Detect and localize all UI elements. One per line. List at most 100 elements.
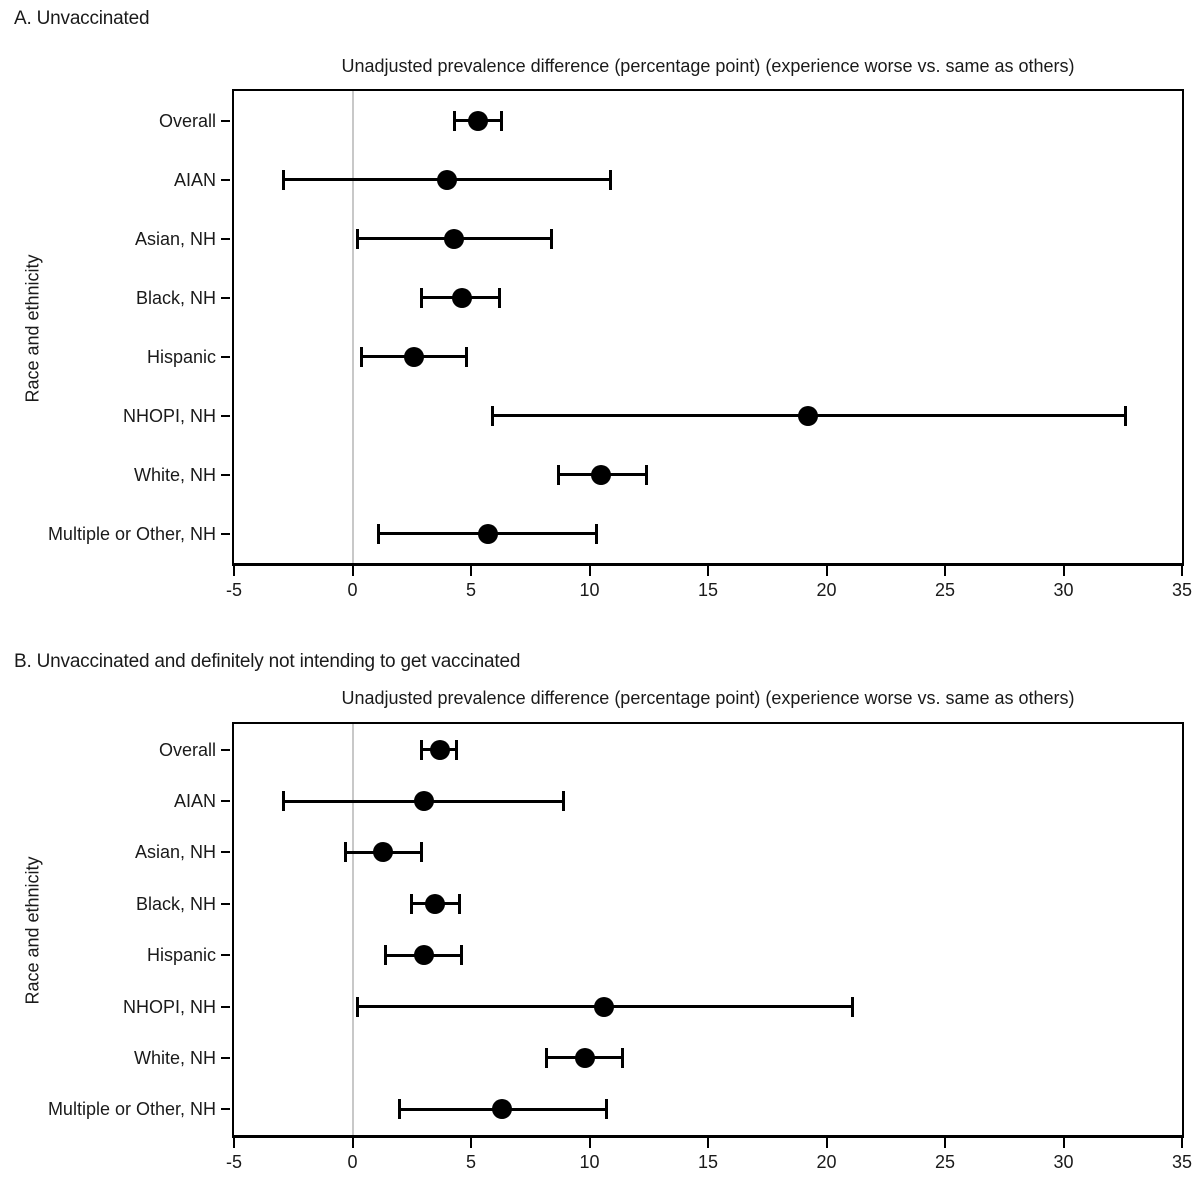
row-label: Hispanic	[146, 346, 216, 367]
x-axis-tick-label: 0	[347, 1152, 358, 1172]
y-axis-tick	[221, 414, 230, 417]
x-axis-tick-label: 10	[579, 1152, 600, 1172]
ci-cap-left	[490, 405, 494, 426]
y-axis-tick	[221, 1056, 230, 1059]
ci-cap-right	[457, 893, 461, 914]
row-label: Asian, NH	[134, 228, 216, 249]
x-axis-tick	[588, 566, 591, 576]
ci-cap-right	[561, 791, 565, 812]
y-axis-tick	[221, 532, 230, 535]
point-estimate	[430, 739, 451, 760]
ci-cap-left	[360, 346, 364, 367]
y-axis-tick	[221, 1108, 230, 1111]
ci-cap-right	[851, 996, 855, 1017]
x-axis-tick-label: 30	[1053, 580, 1074, 600]
zero-reference-line	[351, 724, 354, 1135]
row-label: Black, NH	[135, 287, 216, 308]
ci-cap-left	[452, 110, 456, 131]
ci-cap-left	[545, 1047, 549, 1068]
x-axis-tick	[470, 1138, 472, 1148]
x-axis-tick-label: 35	[1171, 1152, 1193, 1172]
ci-cap-right	[644, 464, 648, 485]
x-axis-tick-label: 5	[465, 1152, 476, 1172]
point-estimate	[444, 228, 465, 249]
point-estimate	[593, 996, 614, 1017]
point-estimate	[437, 169, 458, 190]
row-label: White, NH	[133, 464, 216, 485]
panel-b-chart-title: Unadjusted prevalence difference (percen…	[341, 688, 1075, 708]
x-axis-tick	[1062, 566, 1065, 576]
point-estimate	[591, 464, 612, 485]
point-estimate	[491, 1099, 512, 1120]
point-estimate	[468, 110, 489, 131]
y-axis-tick	[221, 1005, 230, 1008]
ci-cap-left	[384, 945, 388, 966]
row-label: Black, NH	[135, 893, 216, 914]
y-axis-tick	[221, 355, 230, 358]
y-axis-tick	[221, 902, 230, 905]
x-axis-tick	[1181, 566, 1183, 576]
ci-cap-right	[497, 287, 501, 308]
x-axis-tick	[588, 1138, 591, 1148]
zero-reference-line	[351, 91, 354, 563]
x-axis-tick-label: 15	[697, 1152, 719, 1172]
x-axis-tick	[707, 566, 709, 576]
x-axis-tick-label: 5	[465, 580, 476, 600]
y-axis-tick	[221, 748, 230, 751]
x-axis-tick-label: 0	[347, 580, 358, 600]
row-label: NHOPI, NH	[122, 405, 216, 426]
ci-cap-right	[455, 739, 459, 760]
x-axis-tick-label: 20	[816, 1152, 837, 1172]
x-axis-tick	[944, 566, 946, 576]
ci-cap-left	[410, 893, 414, 914]
panel-b-plot-area	[232, 722, 1184, 1138]
ci-cap-left	[355, 996, 359, 1017]
ci-cap-right	[419, 842, 423, 863]
ci-cap-right	[1123, 405, 1127, 426]
ci-cap-right	[609, 169, 613, 190]
x-axis-tick	[233, 1138, 235, 1148]
row-label: Multiple or Other, NH	[47, 523, 216, 544]
y-axis-tick	[221, 296, 230, 299]
row-label: NHOPI, NH	[122, 996, 216, 1017]
point-estimate	[373, 842, 394, 863]
y-axis-tick	[221, 800, 230, 803]
x-axis-tick	[1062, 1138, 1065, 1148]
x-axis-tick-label: 25	[934, 580, 956, 600]
point-estimate	[404, 346, 425, 367]
panel-a-chart-title: Unadjusted prevalence difference (percen…	[341, 56, 1075, 76]
ci-cap-left	[377, 523, 381, 544]
ci-cap-left	[557, 464, 561, 485]
x-axis-tick	[470, 566, 472, 576]
y-axis-tick	[221, 178, 230, 181]
x-axis-tick	[825, 1138, 828, 1148]
ci-cap-right	[500, 110, 504, 131]
panel-a-heading: A. Unvaccinated	[14, 8, 150, 29]
ci-cap-right	[464, 346, 468, 367]
x-axis-tick	[351, 566, 354, 576]
x-axis-tick	[944, 1138, 946, 1148]
ci-cap-left	[398, 1099, 402, 1120]
ci-cap-left	[419, 739, 423, 760]
y-axis-tick	[221, 851, 230, 854]
ci-cap-left	[282, 791, 286, 812]
x-axis-tick-label: 15	[697, 580, 719, 600]
x-axis-tick	[1181, 1138, 1183, 1148]
y-axis-tick	[221, 119, 230, 122]
ci-cap-right	[604, 1099, 608, 1120]
x-axis-tick-label: 30	[1053, 1152, 1074, 1172]
row-label: Hispanic	[146, 945, 216, 966]
ci-cap-right	[460, 945, 464, 966]
ci-cap-left	[419, 287, 423, 308]
ci-cap-right	[595, 523, 599, 544]
ci-cap-left	[343, 842, 347, 863]
ci-cap-right	[621, 1047, 625, 1068]
point-estimate	[413, 791, 434, 812]
panel-a-y-axis-label: Race and ethnicity	[22, 254, 43, 403]
y-axis-tick	[221, 237, 230, 240]
panel-a-plot-area	[232, 89, 1184, 566]
point-estimate	[425, 893, 446, 914]
ci-cap-left	[282, 169, 286, 190]
x-axis-tick-label: 25	[934, 1152, 956, 1172]
